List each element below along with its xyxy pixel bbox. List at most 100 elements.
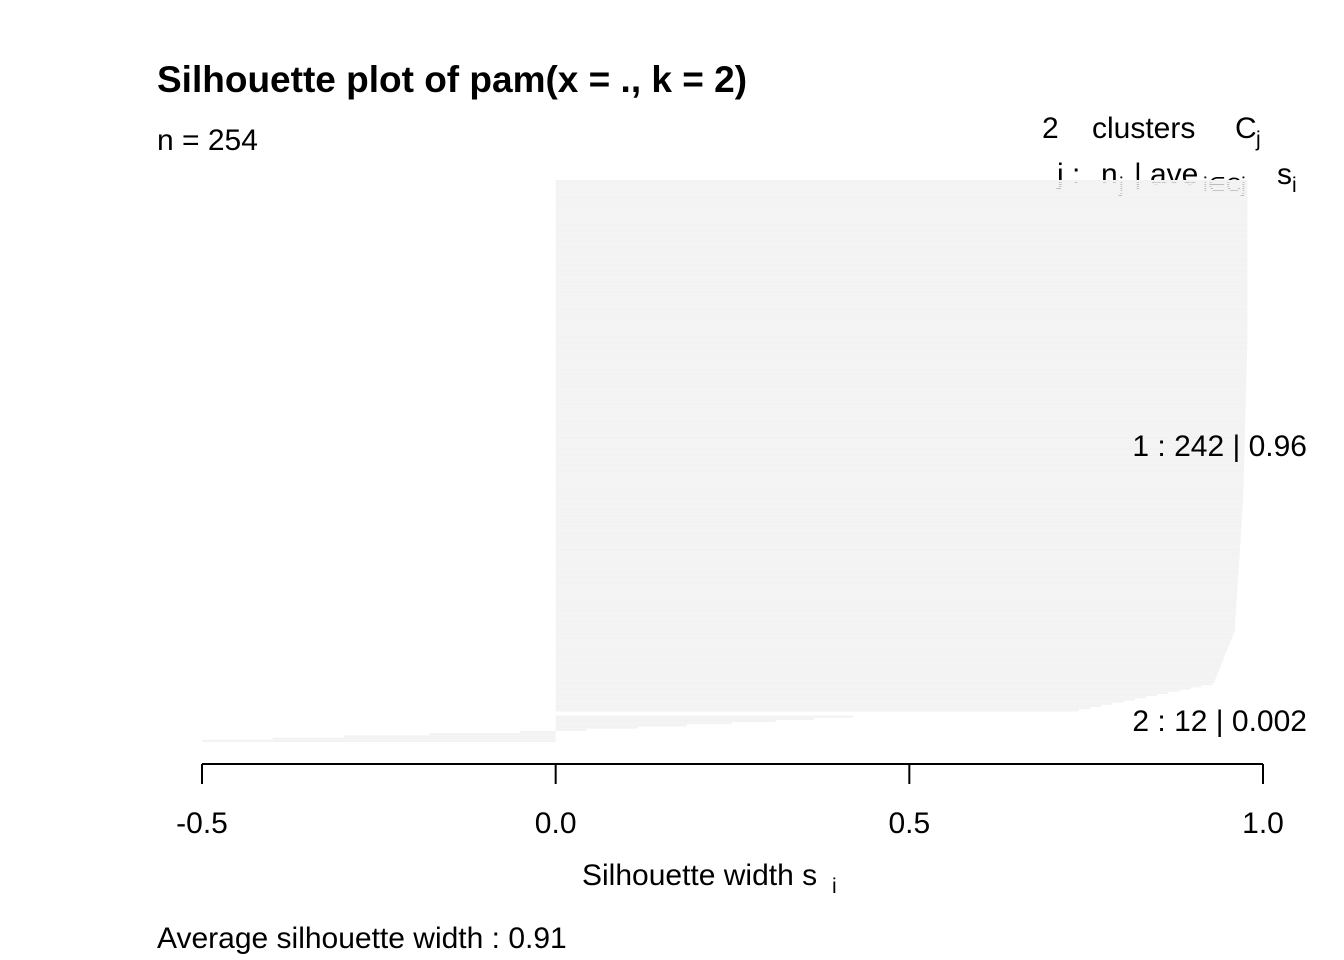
silhouette-bar: [555, 705, 1102, 708]
silhouette-bar: [555, 634, 1233, 637]
silhouette-bar: [555, 219, 1248, 222]
silhouette-bar: [555, 437, 1245, 440]
silhouette-bar: [555, 311, 1248, 314]
cluster-symbol: C: [1235, 112, 1257, 145]
silhouette-bar: [555, 292, 1248, 295]
silhouette-bar: [555, 663, 1222, 666]
silhouette-bar: [555, 647, 1228, 650]
silhouette-bar: [555, 661, 1223, 664]
silhouette-bar: [555, 694, 1158, 697]
silhouette-bar: [519, 731, 556, 734]
silhouette-bar: [555, 303, 1248, 306]
silhouette-bar: [555, 318, 1248, 321]
silhouette-bar: [555, 538, 1241, 541]
silhouette-bar: [555, 278, 1248, 281]
silhouette-bar: [555, 373, 1247, 376]
silhouette-bar: [555, 355, 1247, 358]
silhouette-bar: [555, 322, 1248, 325]
silhouette-bar: [555, 397, 1246, 400]
silhouette-bar: [555, 494, 1244, 497]
silhouette-bar: [555, 610, 1236, 613]
silhouette-bar: [555, 601, 1237, 604]
silhouette-bar: [555, 612, 1236, 615]
silhouette-bar: [555, 678, 1216, 681]
silhouette-bar: [555, 599, 1237, 602]
silhouette-bar: [555, 720, 776, 723]
silhouette-bar: [555, 608, 1237, 611]
silhouette-bar: [555, 667, 1220, 670]
silhouette-bar: [555, 476, 1244, 479]
silhouette-bar: [555, 619, 1236, 622]
silhouette-bar: [555, 388, 1247, 391]
silhouette-bar: [555, 480, 1244, 483]
silhouette-bar: [555, 384, 1247, 387]
silhouette-bar: [555, 553, 1240, 556]
silhouette-bar: [555, 658, 1224, 661]
silhouette-bar: [555, 351, 1248, 354]
silhouette-bar: [555, 500, 1243, 503]
silhouette-bar: [429, 733, 556, 736]
silhouette-bar: [555, 717, 815, 720]
silhouette-bar: [555, 371, 1247, 374]
silhouette-bar: [555, 469, 1244, 472]
silhouette-bar: [555, 535, 1241, 538]
silhouette-bar: [555, 344, 1248, 347]
header-s-sub: i: [1292, 174, 1297, 197]
silhouette-bar: [555, 307, 1248, 310]
silhouette-bar: [555, 401, 1246, 404]
silhouette-bar: [555, 595, 1237, 598]
x-axis: -0.5 0.0 0.5 1.0: [176, 763, 1284, 840]
silhouette-bar: [555, 441, 1245, 444]
silhouette-bar: [555, 320, 1248, 323]
silhouette-bar: [555, 632, 1234, 635]
silhouette-bar: [555, 496, 1244, 499]
silhouette-bar: [555, 274, 1248, 277]
silhouette-bar: [555, 204, 1248, 207]
silhouette-bar: [555, 184, 1248, 187]
silhouette-bar: [555, 511, 1243, 514]
silhouette-bar: [555, 590, 1238, 593]
silhouette-bar: [555, 625, 1235, 628]
silhouette-bar: [555, 700, 1124, 703]
silhouette-bar: [555, 217, 1248, 220]
silhouette-bar: [555, 707, 1091, 710]
silhouette-bar: [555, 362, 1247, 365]
silhouette-bar: [555, 542, 1241, 545]
silhouette-bar: [555, 353, 1248, 356]
silhouette-bar: [555, 267, 1248, 270]
silhouette-bar: [555, 404, 1246, 407]
cluster-label-1: 1 : 242 | 0.96: [1132, 430, 1307, 463]
silhouette-bar: [555, 485, 1244, 488]
silhouette-bar: [555, 696, 1147, 699]
cluster-count: 2: [1042, 112, 1059, 145]
silhouette-bar: [555, 628, 1235, 631]
silhouette-bar: [555, 223, 1248, 226]
silhouette-bar: [555, 715, 853, 718]
silhouette-bar: [555, 382, 1247, 385]
silhouette-bar: [555, 237, 1248, 240]
silhouette-bar: [555, 502, 1243, 505]
silhouette-bar: [555, 197, 1248, 200]
silhouette-bar: [555, 254, 1248, 257]
silhouette-bar: [555, 406, 1246, 409]
silhouette-bar: [555, 346, 1248, 349]
silhouette-bar: [555, 533, 1241, 536]
silhouette-bar: [555, 472, 1244, 475]
average-silhouette-width: Average silhouette width : 0.91: [157, 922, 567, 955]
silhouette-bar: [555, 652, 1226, 655]
cluster-2-bars: [202, 715, 853, 742]
silhouette-bar: [555, 408, 1246, 411]
silhouette-bar: [555, 193, 1248, 196]
silhouette-bar: [555, 393, 1246, 396]
x-tick-label: 0.0: [535, 807, 577, 840]
silhouette-bar: [555, 487, 1244, 490]
silhouette-bar: [555, 390, 1247, 393]
silhouette-bar: [555, 676, 1217, 679]
silhouette-bar: [555, 283, 1248, 286]
silhouette-bar: [555, 333, 1248, 336]
silhouette-bar: [555, 665, 1221, 668]
silhouette-bar: [555, 386, 1247, 389]
silhouette-bar: [555, 557, 1240, 560]
silhouette-bar: [555, 265, 1248, 268]
